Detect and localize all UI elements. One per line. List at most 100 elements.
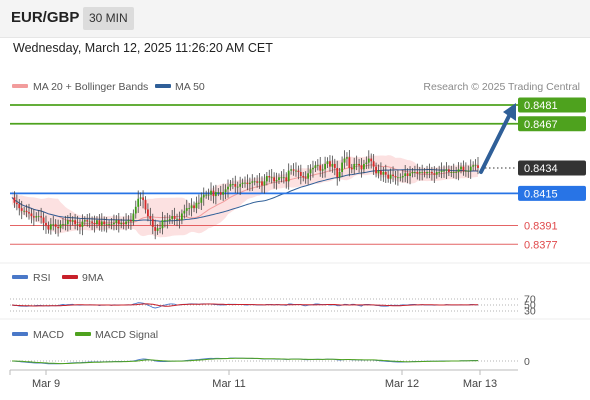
candle-body — [290, 169, 293, 171]
candle-body — [447, 169, 450, 172]
forecast-arrow — [479, 103, 516, 174]
candle — [188, 203, 191, 216]
candle — [355, 155, 358, 171]
candle — [435, 167, 438, 179]
candle — [314, 161, 317, 172]
candle — [210, 182, 212, 201]
candle-body — [227, 186, 229, 190]
candle-body — [59, 224, 62, 229]
candle — [302, 171, 305, 182]
candle-body — [331, 163, 334, 167]
candle — [15, 194, 18, 211]
candle-body — [224, 189, 227, 193]
candle-body — [173, 216, 176, 219]
candle — [149, 207, 152, 226]
candle — [234, 175, 237, 193]
candle — [200, 192, 203, 211]
candle — [375, 162, 377, 178]
legend-label-rsi: RSI — [33, 272, 51, 284]
candle — [57, 219, 60, 237]
candle — [477, 156, 479, 175]
candle-body — [71, 220, 74, 222]
candle — [413, 165, 416, 178]
candle-body — [100, 221, 103, 226]
candle-body — [207, 194, 210, 196]
candle-body — [178, 218, 181, 221]
candle — [307, 165, 310, 185]
rsi-signal-line — [11, 303, 478, 307]
candle — [37, 210, 40, 222]
price-tag-box — [518, 185, 586, 201]
candle — [185, 199, 188, 217]
timeframe-button[interactable]: 30 MIN — [83, 7, 134, 30]
candle-body — [93, 222, 96, 225]
candle-body — [40, 216, 43, 218]
x-tick-label-2: Mar 12 — [385, 378, 419, 390]
candle — [360, 158, 363, 178]
candle — [299, 164, 302, 185]
candle-body — [316, 165, 319, 167]
candle-body — [440, 170, 443, 172]
candle-body — [467, 170, 470, 172]
legend-label-ma50: MA 50 — [175, 81, 205, 93]
candle — [217, 188, 220, 197]
candle-body — [273, 177, 276, 182]
candle-body — [343, 158, 346, 163]
candle — [66, 215, 69, 232]
candle-body — [275, 180, 278, 182]
candle-body — [338, 171, 341, 178]
candle-body — [253, 181, 256, 183]
candle-body — [117, 220, 120, 225]
price-tag-label: 0.8391 — [524, 221, 558, 233]
candle-body — [324, 163, 326, 170]
candle-body — [217, 192, 220, 193]
candle-body — [452, 171, 455, 173]
candle-body — [62, 224, 64, 226]
candle — [134, 200, 137, 219]
candle — [54, 219, 57, 235]
x-tick-label-0: Mar 9 — [32, 378, 60, 390]
candle-body — [295, 170, 297, 172]
candle — [287, 163, 290, 190]
candle-body — [406, 173, 409, 176]
candle-body — [312, 167, 314, 170]
candle-body — [49, 224, 52, 230]
candle-body — [462, 166, 465, 171]
candle — [275, 172, 278, 190]
candle-body — [76, 224, 79, 226]
candle-body — [20, 208, 23, 211]
candle — [176, 213, 178, 227]
candle — [248, 177, 251, 192]
candle — [59, 220, 62, 233]
chart-header: EUR/GBP 30 MIN — [0, 0, 590, 38]
candle — [91, 216, 93, 231]
candle — [282, 169, 285, 184]
candle — [100, 213, 103, 232]
candle-body — [309, 169, 312, 174]
candle-body — [445, 169, 448, 171]
candle — [462, 160, 465, 176]
candle-body — [346, 157, 348, 159]
symbol-title: EUR/GBP — [11, 9, 80, 26]
candle — [416, 163, 419, 180]
candle-body — [358, 163, 360, 166]
candle — [18, 199, 21, 216]
forecast-arrow-line — [479, 112, 512, 174]
candle — [450, 165, 453, 178]
candle-body — [474, 165, 477, 167]
price-tag-box — [518, 97, 586, 113]
candle — [164, 215, 166, 228]
candle-body — [268, 176, 271, 178]
candle-body — [110, 224, 113, 226]
candle — [45, 215, 47, 234]
candle — [297, 165, 300, 180]
rsi-level-label-50: 50 — [524, 300, 536, 312]
candle-body — [333, 163, 336, 168]
candle-body — [96, 220, 98, 225]
candle — [333, 158, 336, 176]
candle — [348, 150, 351, 177]
candle — [389, 168, 392, 184]
candle-body — [384, 171, 387, 175]
candle — [380, 162, 382, 181]
